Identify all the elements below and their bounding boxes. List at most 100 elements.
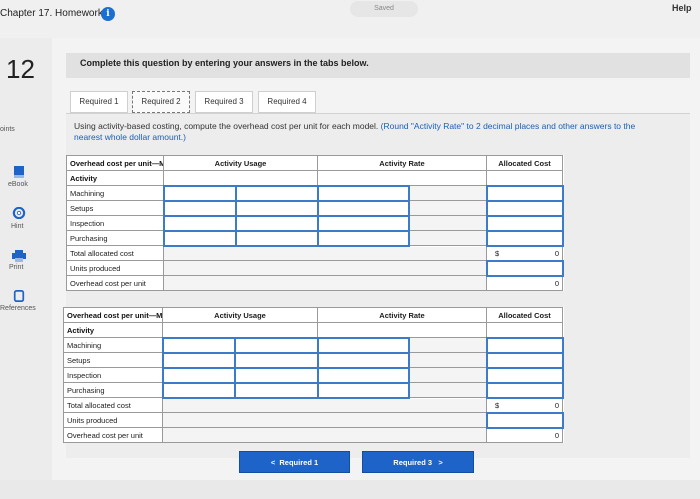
usage-input[interactable] bbox=[161, 336, 236, 354]
left-rail bbox=[0, 38, 52, 499]
activity-label: Setups bbox=[63, 352, 163, 368]
rate-input[interactable] bbox=[316, 229, 410, 247]
units-produced-input[interactable] bbox=[485, 411, 564, 429]
next-required-button[interactable]: Required 3 > bbox=[362, 451, 474, 473]
allocated-cost-input[interactable] bbox=[485, 351, 564, 369]
total-allocated-label: Total allocated cost bbox=[63, 397, 163, 413]
tab-required-4[interactable]: Required 4 bbox=[258, 91, 316, 113]
activity-header: Activity bbox=[66, 170, 164, 186]
saved-status: Saved bbox=[350, 1, 418, 17]
currency-symbol: $ bbox=[495, 400, 500, 410]
units-produced-label: Units produced bbox=[66, 260, 164, 276]
activity-label: Machining bbox=[66, 185, 164, 201]
total-allocated-value: $ 0 bbox=[486, 245, 563, 261]
activity-header: Activity bbox=[63, 322, 163, 338]
model-x-table: Overhead cost per unit—Model X Activity … bbox=[66, 155, 564, 291]
total-allocated-label: Total allocated cost bbox=[66, 245, 164, 261]
sidebar-item-label: References bbox=[0, 305, 36, 312]
usage-input[interactable] bbox=[162, 199, 237, 217]
usage-input[interactable] bbox=[233, 381, 319, 399]
book-icon bbox=[14, 166, 24, 178]
table-row: Setups bbox=[66, 199, 564, 217]
usage-input[interactable] bbox=[162, 214, 237, 232]
rate-input[interactable] bbox=[316, 366, 410, 384]
table-row: Purchasing bbox=[66, 229, 564, 247]
usage-input[interactable] bbox=[233, 366, 319, 384]
usage-input[interactable] bbox=[162, 184, 237, 202]
activity-usage-header: Activity Usage bbox=[163, 155, 318, 171]
usage-input[interactable] bbox=[161, 366, 236, 384]
chapter-title: Chapter 17. Homework bbox=[0, 8, 103, 19]
sidebar-item-label: Hint bbox=[11, 223, 24, 230]
total-allocated-amount: 0 bbox=[554, 248, 559, 258]
prev-required-button[interactable]: < Required 1 bbox=[239, 451, 350, 473]
allocated-cost-input[interactable] bbox=[485, 229, 564, 247]
instructions: Using activity-based costing, compute th… bbox=[74, 121, 654, 143]
usage-input[interactable] bbox=[234, 229, 319, 247]
bottom-strip bbox=[0, 480, 700, 499]
activity-rate-header: Activity Rate bbox=[317, 307, 487, 323]
units-produced-label: Units produced bbox=[63, 412, 163, 428]
allocated-cost-input[interactable] bbox=[485, 366, 564, 384]
table-row: Inspection bbox=[63, 366, 564, 384]
table-row: Purchasing bbox=[63, 381, 564, 399]
total-allocated-value: $ 0 bbox=[486, 397, 563, 413]
activity-label: Purchasing bbox=[66, 230, 164, 246]
table-row: Machining bbox=[66, 184, 564, 202]
allocated-cost-input[interactable] bbox=[485, 336, 564, 354]
prev-button-label: Required 1 bbox=[279, 458, 319, 467]
table-row: Setups bbox=[63, 351, 564, 369]
info-icon[interactable]: i bbox=[101, 7, 115, 21]
chevron-right-icon: > bbox=[438, 458, 443, 467]
usage-input[interactable] bbox=[234, 199, 319, 217]
model-z-title: Overhead cost per unit—Model Z bbox=[63, 307, 163, 323]
top-bar: Chapter 17. Homework i Saved Help bbox=[0, 0, 700, 38]
overhead-per-unit-value: 0 bbox=[486, 275, 563, 291]
overhead-per-unit-label: Overhead cost per unit bbox=[63, 427, 163, 443]
usage-input[interactable] bbox=[233, 336, 319, 354]
tab-required-1[interactable]: Required 1 bbox=[70, 91, 128, 113]
usage-input[interactable] bbox=[233, 351, 319, 369]
allocated-cost-input[interactable] bbox=[485, 214, 564, 232]
allocated-cost-header: Allocated Cost bbox=[486, 307, 563, 323]
usage-input[interactable] bbox=[161, 381, 236, 399]
overhead-per-unit-label: Overhead cost per unit bbox=[66, 275, 164, 291]
table-row: Inspection bbox=[66, 214, 564, 232]
tab-required-2[interactable]: Required 2 bbox=[132, 91, 190, 113]
allocated-cost-input[interactable] bbox=[485, 381, 564, 399]
model-z-table: Overhead cost per unit—Model Z Activity … bbox=[63, 307, 564, 443]
usage-input[interactable] bbox=[162, 229, 237, 247]
allocated-cost-header: Allocated Cost bbox=[486, 155, 563, 171]
units-produced-input[interactable] bbox=[485, 259, 564, 277]
lifebuoy-icon bbox=[12, 207, 26, 219]
rate-input[interactable] bbox=[316, 381, 410, 399]
allocated-cost-input[interactable] bbox=[485, 184, 564, 202]
usage-input[interactable] bbox=[161, 351, 236, 369]
activity-label: Machining bbox=[63, 337, 163, 353]
activity-label: Inspection bbox=[63, 367, 163, 383]
usage-input[interactable] bbox=[234, 184, 319, 202]
currency-symbol: $ bbox=[495, 248, 500, 258]
prompt-band: Complete this question by entering your … bbox=[66, 53, 690, 78]
rate-input[interactable] bbox=[316, 184, 410, 202]
help-link[interactable]: Help bbox=[672, 3, 692, 13]
usage-input[interactable] bbox=[234, 214, 319, 232]
table-row: Machining bbox=[63, 336, 564, 354]
rate-input[interactable] bbox=[316, 336, 410, 354]
tab-required-3[interactable]: Required 3 bbox=[195, 91, 253, 113]
points-label: oints bbox=[0, 126, 15, 133]
references-icon bbox=[13, 290, 25, 302]
next-button-label: Required 3 bbox=[393, 458, 433, 467]
instructions-rounding-note: (Round "Activity Rate" to 2 decimal plac… bbox=[74, 121, 636, 142]
rate-input[interactable] bbox=[316, 214, 410, 232]
printer-icon bbox=[12, 250, 26, 262]
rate-input[interactable] bbox=[316, 351, 410, 369]
total-allocated-amount: 0 bbox=[554, 400, 559, 410]
allocated-cost-input[interactable] bbox=[485, 199, 564, 217]
rate-input[interactable] bbox=[316, 199, 410, 217]
activity-label: Purchasing bbox=[63, 382, 163, 398]
activity-usage-header: Activity Usage bbox=[162, 307, 318, 323]
sidebar-item-label: eBook bbox=[8, 181, 28, 188]
activity-label: Inspection bbox=[66, 215, 164, 231]
question-number: 12 bbox=[6, 54, 35, 84]
